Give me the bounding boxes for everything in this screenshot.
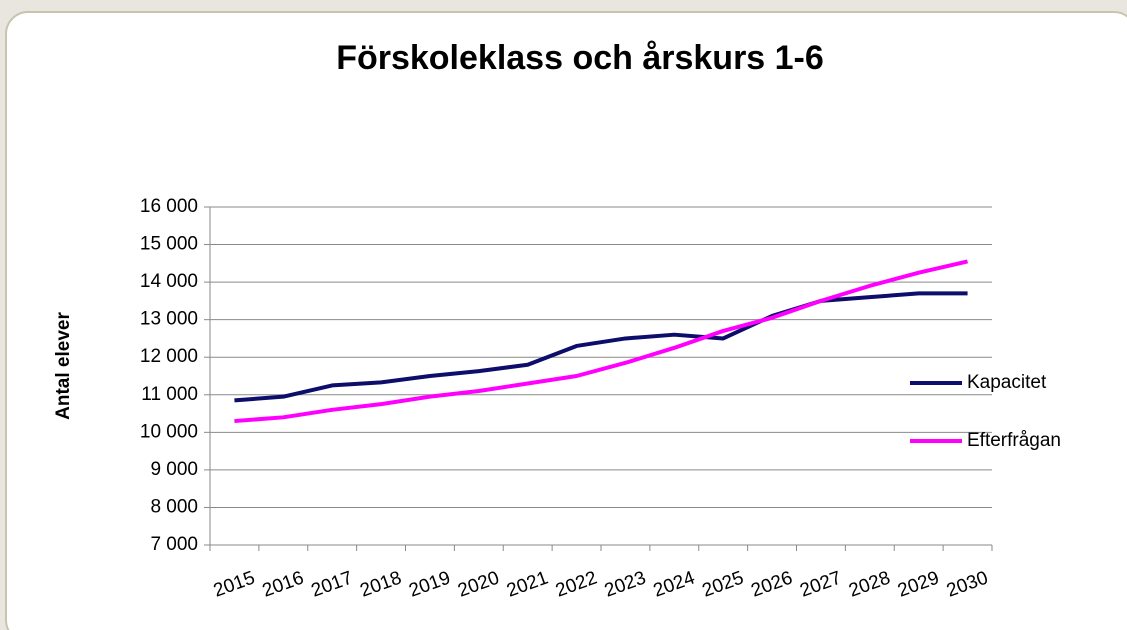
- line-series: [234, 259, 969, 424]
- y-tick-label: 7 000: [150, 534, 198, 555]
- y-tick-label: 11 000: [141, 384, 198, 405]
- y-tick-label: 15 000: [140, 234, 198, 255]
- y-tick-label: 13 000: [140, 309, 198, 330]
- y-tick-label: 8 000: [150, 496, 198, 517]
- y-tick-label: 9 000: [150, 459, 198, 480]
- chart-panel: [5, 11, 1127, 630]
- y-axis-label: Antal elever: [53, 312, 74, 420]
- y-tick-label: 10 000: [140, 421, 198, 442]
- y-tick-label: 16 000: [140, 196, 198, 217]
- chart-title: Förskoleklass och årskurs 1-6: [336, 39, 824, 77]
- y-tick-label: 14 000: [140, 271, 198, 292]
- line-series: [234, 291, 968, 403]
- y-tick-label: 12 000: [140, 346, 198, 367]
- legend-label: Efterfrågan: [967, 430, 1061, 451]
- legend-label: Kapacitet: [967, 372, 1047, 393]
